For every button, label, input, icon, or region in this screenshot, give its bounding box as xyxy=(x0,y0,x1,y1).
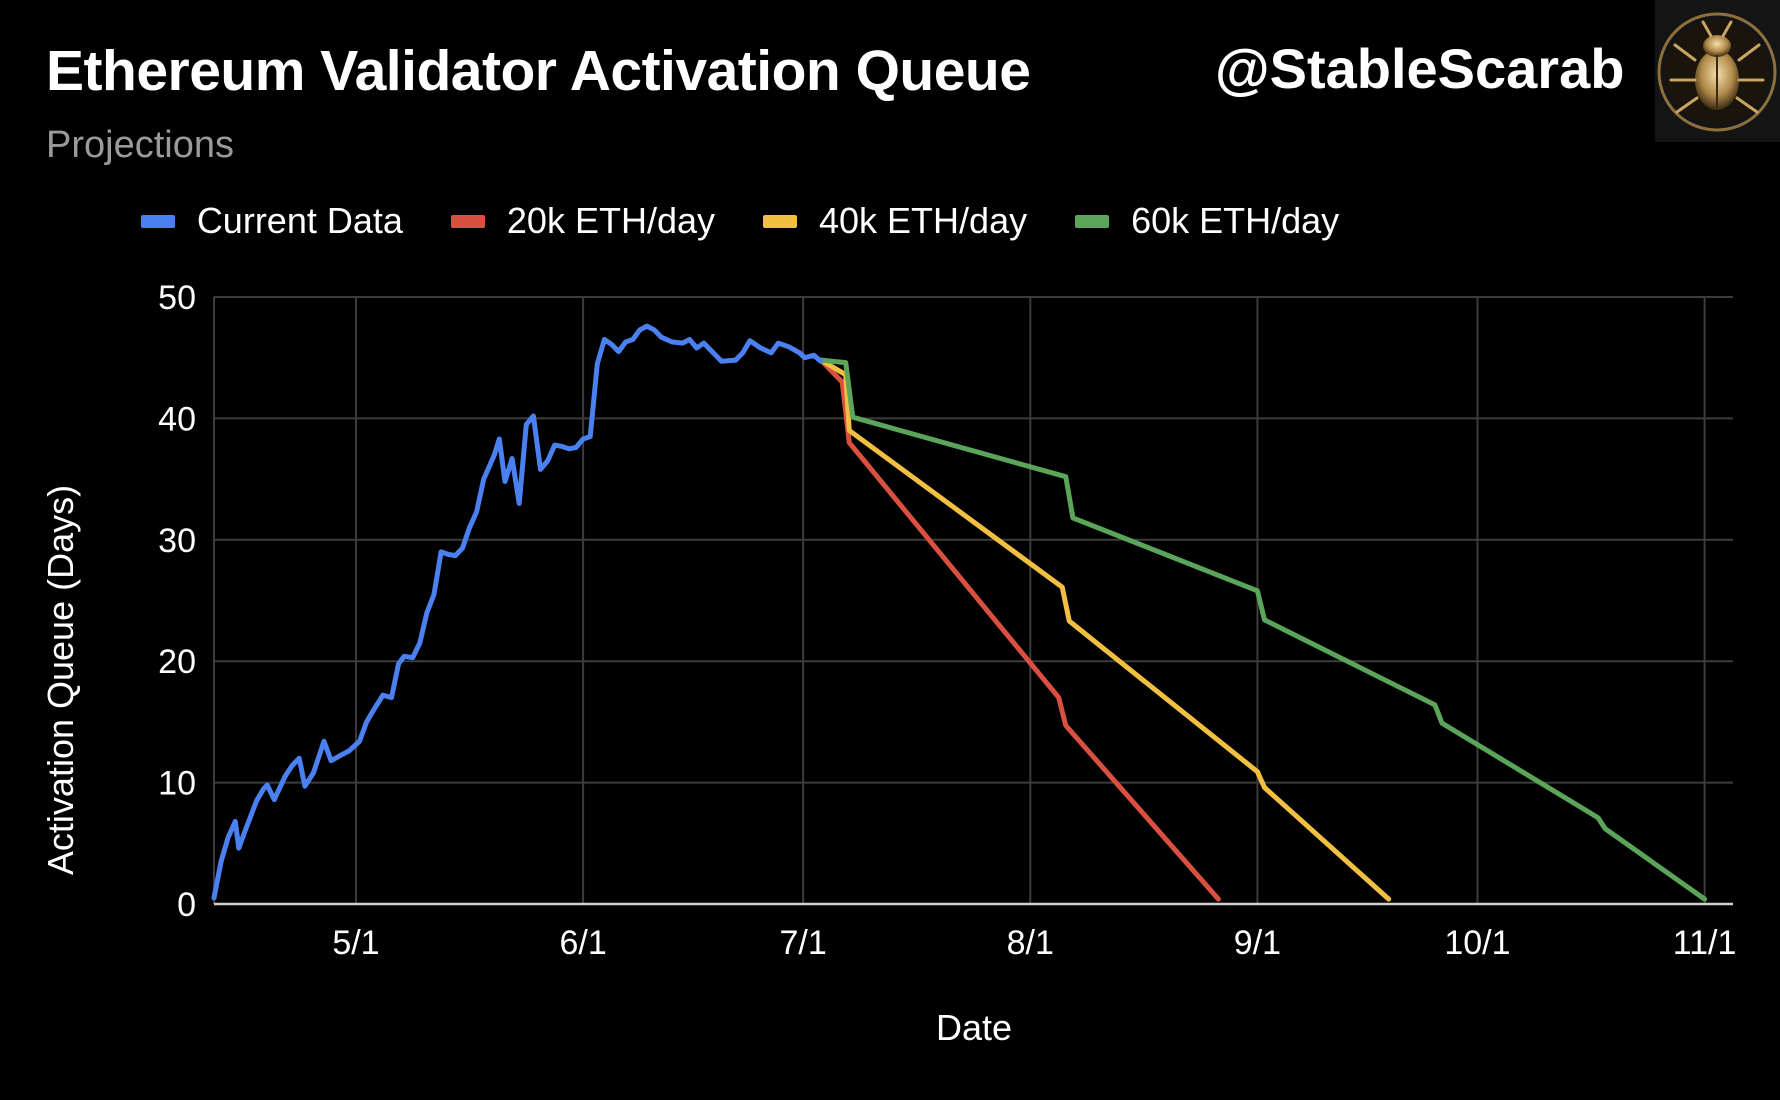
y-tick-label: 50 xyxy=(158,279,196,317)
legend-swatch xyxy=(450,214,485,228)
y-tick-label: 30 xyxy=(158,522,196,560)
x-tick-label: 11/1 xyxy=(1673,924,1737,962)
y-tick-label: 10 xyxy=(158,765,196,803)
scarab-logo xyxy=(1655,0,1780,142)
legend-item[interactable]: Current Data xyxy=(140,200,403,242)
legend-label: 40k ETH/day xyxy=(819,200,1028,241)
series-line-60k-eth-day xyxy=(818,357,1708,902)
chart-title: Ethereum Validator Activation Queue xyxy=(46,39,1031,103)
scarab-icon xyxy=(1657,12,1777,132)
series-line-40k-eth-day xyxy=(818,357,1392,902)
x-tick-label: 10/1 xyxy=(1444,924,1510,962)
y-tick-label: 20 xyxy=(158,643,196,681)
y-tick-label: 40 xyxy=(158,400,196,438)
x-tick-label: 8/1 xyxy=(1007,924,1054,962)
legend-item[interactable]: 60k ETH/day xyxy=(1075,200,1339,242)
legend-item[interactable]: 40k ETH/day xyxy=(763,200,1027,242)
legend-swatch xyxy=(763,214,797,228)
y-tick-label: 0 xyxy=(177,886,196,924)
series-line-20k-eth-day xyxy=(818,357,1221,902)
x-tick-label: 9/1 xyxy=(1234,924,1281,962)
chart-subtitle: Projections xyxy=(46,124,234,166)
x-tick-label: 5/1 xyxy=(332,924,379,962)
x-tick-label: 7/1 xyxy=(780,924,827,962)
legend-swatch xyxy=(140,214,175,228)
legend-swatch xyxy=(1075,214,1110,228)
legend-label: 60k ETH/day xyxy=(1131,200,1340,241)
y-axis-label: Activation Queue (Days) xyxy=(40,485,81,875)
legend-label: 20k ETH/day xyxy=(506,200,715,241)
x-axis-label: Date xyxy=(936,1007,1012,1048)
chart-legend: Current Data 20k ETH/day 40k ETH/day 60k ET… xyxy=(0,200,1630,242)
series-line-current-data xyxy=(211,323,824,901)
x-tick-label: 6/1 xyxy=(559,924,606,962)
author-handle: @StableScarab xyxy=(1215,37,1625,100)
legend-label: Current Data xyxy=(196,200,403,241)
legend-item[interactable]: 20k ETH/day xyxy=(450,200,715,242)
